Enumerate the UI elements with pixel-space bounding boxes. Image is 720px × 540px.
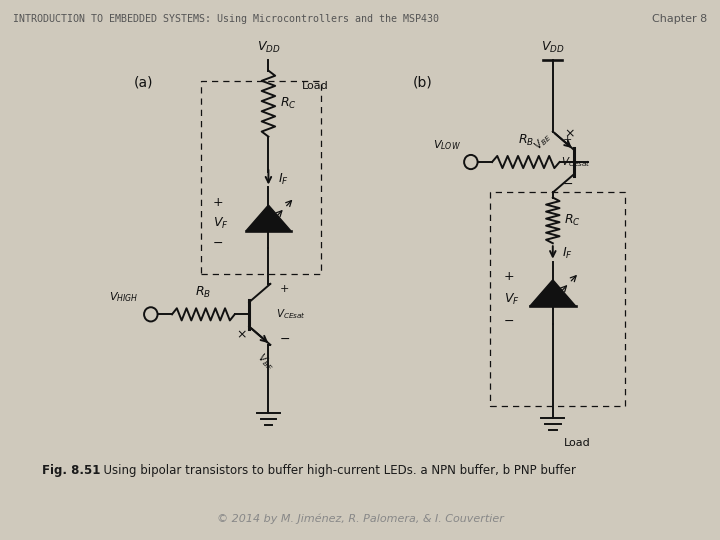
Text: Chapter 8: Chapter 8	[652, 14, 707, 24]
Bar	[201, 81, 321, 274]
Text: (b): (b)	[413, 76, 433, 90]
Text: $R_B$: $R_B$	[195, 285, 212, 300]
Text: $V_{CEsat}$: $V_{CEsat}$	[560, 155, 590, 169]
Text: $R_C$: $R_C$	[280, 96, 297, 111]
Text: $V_{LOW}$: $V_{LOW}$	[433, 138, 462, 152]
Polygon shape	[530, 280, 576, 306]
Text: INTRODUCTION TO EMBEDDED SYSTEMS: Using Microcontrollers and the MSP430: INTRODUCTION TO EMBEDDED SYSTEMS: Using …	[13, 14, 439, 24]
Bar	[490, 192, 625, 406]
Text: +: +	[504, 271, 515, 284]
Text: +: +	[562, 134, 572, 145]
Text: ×: ×	[236, 328, 247, 341]
Text: −: −	[213, 237, 223, 250]
Text: $V_F$: $V_F$	[503, 292, 519, 307]
Text: +: +	[213, 196, 224, 209]
Text: $I_F$: $I_F$	[562, 246, 573, 261]
Text: Using bipolar transistors to buffer high-current LEDs. a NPN buffer, b PNP buffe: Using bipolar transistors to buffer high…	[96, 464, 576, 477]
Text: $V_{CEsat}$: $V_{CEsat}$	[276, 307, 306, 321]
Text: −: −	[504, 315, 515, 328]
Polygon shape	[246, 205, 291, 231]
Text: $V_{BE}$: $V_{BE}$	[254, 350, 277, 373]
Text: $R_B$: $R_B$	[518, 133, 534, 148]
Text: ×: ×	[564, 127, 575, 140]
Text: $V_F$: $V_F$	[212, 215, 228, 231]
Text: $R_C$: $R_C$	[564, 213, 581, 228]
Text: $V_{DD}$: $V_{DD}$	[541, 40, 564, 56]
Text: $V_{BE}$: $V_{BE}$	[531, 130, 554, 153]
Text: −: −	[562, 178, 573, 191]
Text: Load: Load	[302, 81, 329, 91]
Text: +: +	[280, 284, 289, 294]
Text: Fig. 8.51: Fig. 8.51	[42, 464, 100, 477]
Text: $V_{HIGH}$: $V_{HIGH}$	[109, 291, 138, 304]
Text: −: −	[280, 333, 290, 346]
Text: Load: Load	[564, 438, 591, 448]
Text: © 2014 by M. Jiménez, R. Palomera, & I. Couvertier: © 2014 by M. Jiménez, R. Palomera, & I. …	[217, 514, 503, 524]
Text: $V_{DD}$: $V_{DD}$	[256, 40, 280, 56]
Text: (a): (a)	[133, 76, 153, 90]
Text: $I_F$: $I_F$	[278, 172, 289, 187]
